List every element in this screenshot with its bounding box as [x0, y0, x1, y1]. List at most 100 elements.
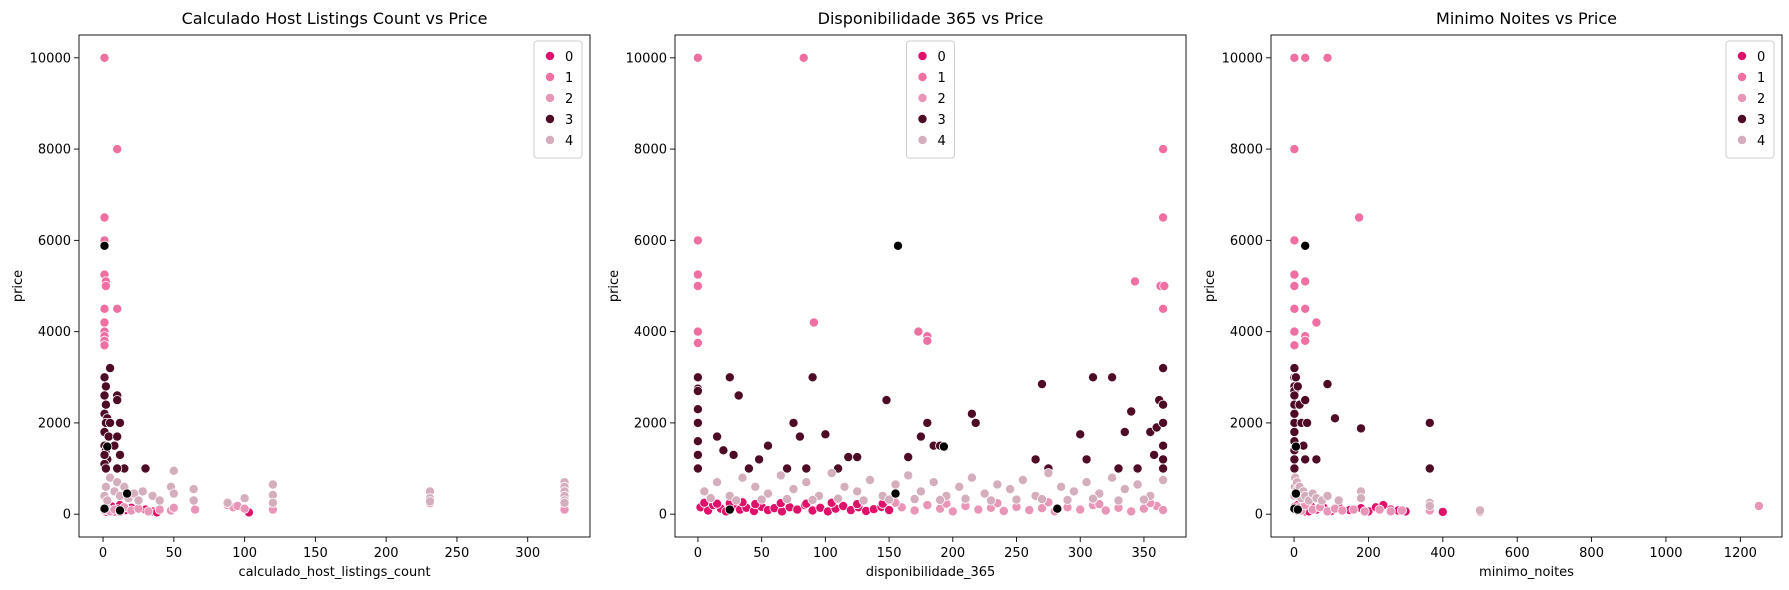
- legend: 0 1 2 3 4: [533, 40, 583, 159]
- x-tick-label: 350: [1132, 546, 1157, 561]
- scatter-point: [143, 506, 154, 517]
- scatter-point: [1030, 454, 1041, 465]
- scatter-point: [1158, 144, 1169, 155]
- scatter-point: [692, 280, 703, 291]
- scatter-point: [754, 454, 765, 465]
- scatter-point: [966, 408, 977, 419]
- scatter-point: [1119, 426, 1130, 437]
- scatter-point: [966, 472, 977, 483]
- scatter-point: [724, 372, 735, 383]
- scatter-point: [99, 372, 110, 383]
- scatter-point: [1119, 484, 1130, 495]
- chart-panel-2: 0 200 400 600 800 1000 12000200040006000800010…: [1203, 9, 1783, 580]
- scatter-point: [1289, 280, 1300, 291]
- chart-panel-0: 0 50 100 150 200 250 300 0 2000 4000 6000 8000 10000…: [11, 9, 591, 580]
- scatter-point: [1475, 505, 1486, 516]
- y-tick-label: 0: [659, 508, 667, 523]
- legend-label: 2: [565, 92, 573, 107]
- scatter-point: [100, 381, 111, 392]
- chart-title: Minimo Noites vs Price: [1436, 9, 1617, 28]
- scatter-point: [168, 465, 179, 476]
- legend-label: 0: [565, 50, 573, 65]
- scatter-point: [938, 441, 949, 452]
- scatter-point: [1056, 481, 1067, 492]
- scatter-point: [839, 481, 850, 492]
- legend-marker: [1737, 51, 1748, 62]
- legend-marker: [917, 51, 928, 62]
- scatter-point: [115, 449, 126, 460]
- scatter-point: [801, 477, 812, 488]
- scatter-point: [979, 488, 990, 499]
- scatter-point: [893, 240, 904, 251]
- scatter-point: [909, 505, 920, 516]
- scatter-point: [1289, 269, 1300, 280]
- scatter-point: [1037, 379, 1048, 390]
- scatter-point: [833, 493, 844, 504]
- scatter-point: [99, 303, 110, 314]
- legend-box: [906, 40, 955, 159]
- y-tick-label: 10000: [1222, 51, 1263, 66]
- scatter-point: [1356, 493, 1367, 504]
- legend-marker: [545, 93, 556, 104]
- scatter-point: [913, 326, 924, 337]
- scatter-point: [928, 477, 939, 488]
- scatter-point: [763, 440, 774, 451]
- scatter-point: [699, 486, 710, 497]
- scatter-point: [801, 463, 812, 474]
- scatter-point: [1289, 52, 1300, 63]
- scatter-point: [1075, 429, 1086, 440]
- y-axis-label: price: [11, 270, 26, 302]
- legend-box: [1725, 40, 1775, 159]
- scatter-point: [724, 504, 735, 515]
- scatter-point: [692, 404, 703, 415]
- legend-marker: [1737, 93, 1748, 104]
- scatter-point: [947, 506, 958, 517]
- scatter-point: [105, 472, 116, 483]
- scatter-point: [1322, 490, 1333, 501]
- y-tick-label: 6000: [634, 234, 667, 249]
- scatter-point: [1354, 212, 1365, 223]
- scatter-point: [1359, 506, 1370, 517]
- scatter-point: [1424, 500, 1435, 511]
- scatter-point: [1088, 372, 1099, 383]
- legend-marker: [545, 72, 556, 83]
- x-tick-label: 0: [1290, 546, 1298, 561]
- x-tick-label: 200: [940, 546, 965, 561]
- scatter-point: [973, 504, 984, 515]
- scatter-point: [843, 452, 854, 463]
- chart-title: Disponibilidade 365 vs Price: [818, 9, 1044, 28]
- scatter-point: [1289, 463, 1300, 474]
- scatter-point: [154, 495, 165, 506]
- scatter-point: [858, 495, 869, 506]
- scatter-point: [168, 488, 179, 499]
- scatter-point: [1158, 303, 1169, 314]
- scatter-point: [1311, 317, 1322, 328]
- scatter-point: [1300, 335, 1311, 346]
- x-axis-label: minimo_noites: [1479, 565, 1574, 580]
- scatter-point: [1037, 494, 1048, 505]
- x-tick-label: 100: [232, 546, 257, 561]
- scatter-point: [1107, 472, 1118, 483]
- scatter-point: [1100, 505, 1111, 516]
- legend-label: 0: [1757, 50, 1765, 65]
- scatter-point: [1396, 505, 1407, 516]
- scatter-point: [728, 449, 739, 460]
- scatter-point: [922, 417, 933, 428]
- scatter-point: [1300, 454, 1311, 465]
- scatter-point: [1424, 417, 1435, 428]
- scatter-point: [1158, 463, 1169, 474]
- scatter-point: [743, 463, 754, 474]
- scatter-point: [1289, 303, 1300, 314]
- scatter-point: [1289, 390, 1300, 401]
- scatter-point: [100, 280, 111, 291]
- scatter-point: [1158, 474, 1169, 485]
- scatter-point: [915, 486, 926, 497]
- x-tick-label: 300: [515, 546, 540, 561]
- scatter-point: [692, 417, 703, 428]
- legend-label: 3: [565, 113, 573, 128]
- scatter-point: [559, 497, 570, 508]
- scatter-point: [808, 317, 819, 328]
- legend-marker: [917, 114, 928, 125]
- scatter-point: [884, 505, 895, 516]
